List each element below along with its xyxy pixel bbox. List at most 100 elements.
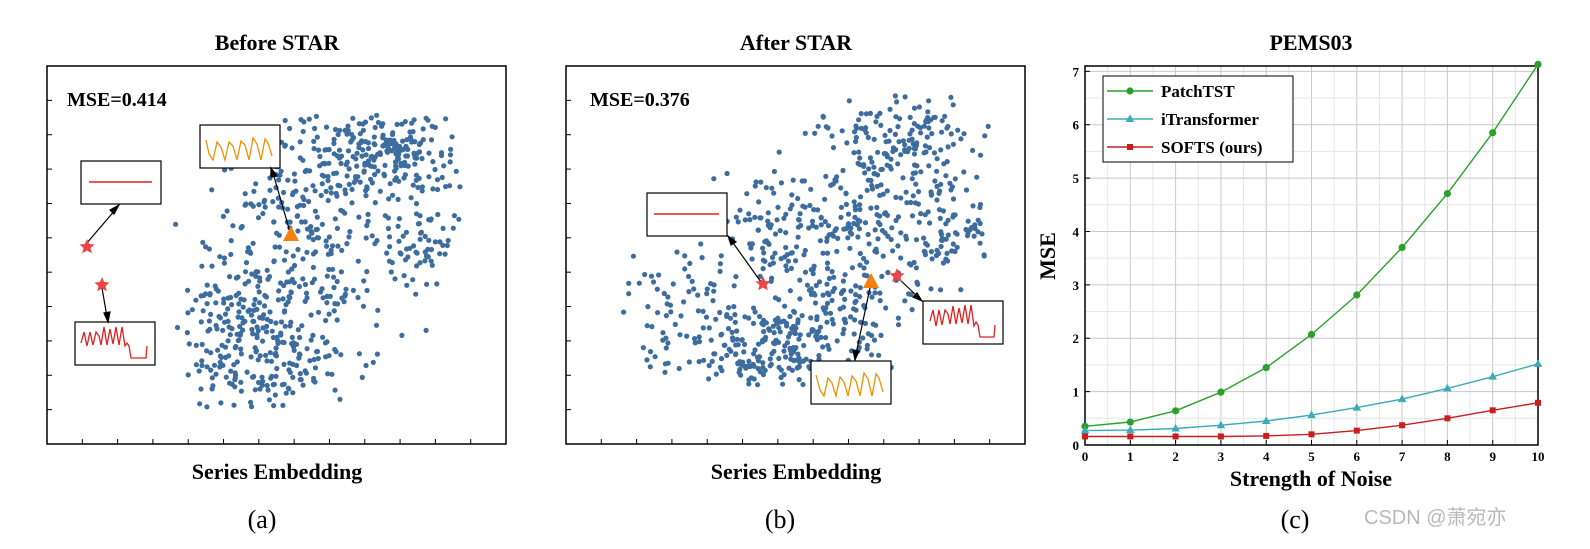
embedding-point	[909, 127, 915, 133]
embedding-point	[261, 199, 267, 205]
embedding-point	[717, 309, 723, 316]
embedding-point	[825, 342, 831, 349]
embedding-point	[317, 153, 323, 160]
y-tick-label: 6	[1073, 118, 1080, 133]
embedding-point	[425, 254, 431, 260]
embedding-point	[414, 263, 420, 269]
embedding-point	[737, 207, 743, 213]
embedding-point	[825, 290, 831, 296]
embedding-point	[665, 294, 671, 300]
embedding-point	[420, 137, 426, 143]
embedding-point	[925, 119, 931, 125]
embedding-point	[771, 340, 777, 346]
embedding-point	[869, 294, 875, 300]
embedding-point	[874, 249, 880, 255]
embedding-point	[263, 352, 269, 358]
embedding-point	[273, 373, 279, 379]
embedding-point	[287, 125, 293, 132]
embedding-point	[372, 200, 378, 206]
embedding-point	[894, 99, 900, 105]
embedding-point	[254, 306, 260, 312]
embedding-point	[847, 245, 853, 251]
embedding-point	[824, 260, 831, 266]
embedding-point	[851, 331, 857, 337]
embedding-point	[861, 265, 867, 271]
embedding-point	[380, 135, 386, 141]
embedding-point	[269, 373, 275, 379]
embedding-point	[351, 179, 357, 185]
embedding-point	[739, 337, 745, 343]
embedding-point	[268, 318, 274, 324]
panel-a-title: Before STAR	[215, 30, 341, 55]
embedding-point	[706, 363, 712, 369]
embedding-point	[288, 289, 294, 295]
embedding-point	[898, 230, 904, 236]
embedding-point	[413, 177, 419, 183]
embedding-point	[314, 226, 320, 232]
embedding-point	[731, 283, 737, 289]
embedding-point	[443, 116, 449, 122]
panel-c-caption: (c)	[1281, 505, 1310, 534]
embedding-point	[426, 174, 432, 180]
embedding-point	[274, 365, 280, 372]
embedding-point	[239, 315, 245, 321]
embedding-point	[783, 244, 789, 251]
data-point	[1307, 330, 1316, 339]
embedding-point	[356, 214, 362, 220]
embedding-point	[807, 202, 813, 209]
embedding-point	[770, 323, 776, 329]
embedding-point	[817, 238, 824, 244]
embedding-point	[349, 186, 355, 192]
embedding-point	[778, 180, 785, 186]
embedding-point	[824, 319, 830, 325]
embedding-point	[355, 294, 361, 301]
embedding-point	[913, 181, 919, 187]
embedding-point	[319, 286, 325, 292]
embedding-point	[343, 286, 349, 292]
embedding-point	[268, 358, 275, 364]
embedding-point	[361, 278, 367, 284]
embedding-point	[251, 302, 257, 308]
embedding-point	[751, 305, 757, 311]
embedding-point	[368, 154, 374, 160]
embedding-point	[706, 376, 712, 382]
embedding-point	[410, 277, 416, 283]
embedding-point	[334, 225, 340, 231]
y-tick-label: 5	[1073, 171, 1080, 186]
embedding-point	[758, 215, 764, 221]
embedding-point	[394, 121, 400, 127]
embedding-point	[909, 213, 916, 219]
embedding-point	[820, 113, 826, 119]
embedding-point	[855, 234, 861, 240]
embedding-point	[940, 260, 947, 266]
embedding-point	[223, 374, 229, 380]
embedding-point	[883, 139, 889, 145]
embedding-point	[428, 137, 435, 143]
embedding-point	[413, 291, 419, 297]
data-point	[1352, 403, 1362, 411]
embedding-point	[979, 231, 985, 237]
embedding-point	[240, 327, 246, 333]
embedding-point	[298, 117, 304, 123]
embedding-point	[381, 171, 387, 177]
embedding-point	[264, 382, 270, 389]
embedding-point	[729, 329, 735, 335]
embedding-point	[867, 155, 874, 161]
embedding-point	[799, 178, 805, 184]
embedding-point	[922, 143, 929, 149]
embedding-point	[185, 310, 191, 316]
embedding-point	[387, 181, 393, 187]
embedding-point	[898, 255, 904, 261]
embedding-point	[645, 304, 651, 310]
embedding-point	[251, 188, 257, 194]
embedding-point	[320, 295, 326, 301]
embedding-point	[717, 364, 724, 370]
embedding-point	[818, 334, 824, 340]
embedding-point	[333, 349, 339, 355]
embedding-point	[912, 200, 919, 206]
embedding-point	[857, 250, 863, 257]
embedding-point	[334, 278, 340, 285]
embedding-point	[939, 129, 945, 135]
embedding-point	[668, 309, 674, 315]
embedding-point	[276, 204, 282, 210]
